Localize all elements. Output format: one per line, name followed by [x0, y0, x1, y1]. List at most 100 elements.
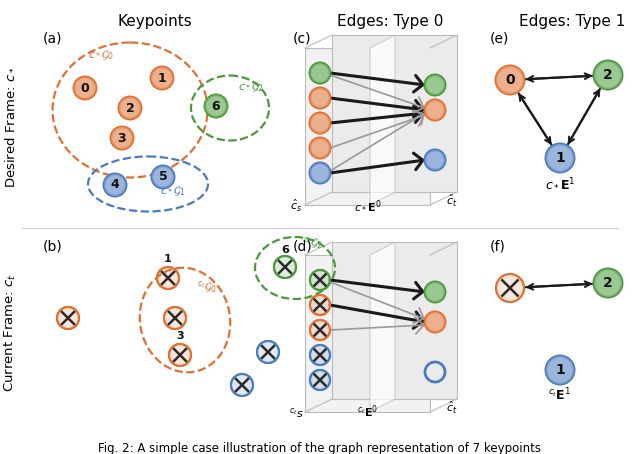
- Text: (d): (d): [293, 240, 313, 254]
- Circle shape: [274, 256, 296, 278]
- Text: $\hat{c}_s$: $\hat{c}_s$: [290, 197, 302, 214]
- Circle shape: [310, 163, 330, 183]
- Circle shape: [111, 127, 133, 149]
- Circle shape: [104, 174, 126, 196]
- Circle shape: [152, 166, 174, 188]
- Text: $\hat{c}_t$: $\hat{c}_t$: [446, 400, 458, 416]
- Circle shape: [310, 295, 330, 315]
- Circle shape: [310, 63, 330, 83]
- Circle shape: [310, 270, 330, 290]
- Circle shape: [310, 88, 330, 108]
- Circle shape: [74, 77, 96, 99]
- Circle shape: [310, 88, 330, 108]
- Circle shape: [231, 374, 253, 396]
- Text: 3: 3: [176, 331, 184, 341]
- Polygon shape: [370, 35, 395, 205]
- Circle shape: [310, 163, 330, 183]
- Text: 2: 2: [125, 102, 134, 114]
- Circle shape: [151, 67, 173, 89]
- Text: (c): (c): [293, 32, 312, 46]
- Circle shape: [151, 67, 173, 89]
- Text: Current Frame: $c_t$: Current Frame: $c_t$: [3, 274, 17, 392]
- Circle shape: [310, 138, 330, 158]
- Circle shape: [546, 144, 574, 172]
- Circle shape: [594, 61, 622, 89]
- Polygon shape: [305, 255, 430, 412]
- Text: $c_*\mathcal{G}_0$: $c_*\mathcal{G}_0$: [88, 48, 115, 62]
- Text: $^{c_t}\mathcal{G}_0$: $^{c_t}\mathcal{G}_0$: [197, 279, 217, 295]
- Circle shape: [425, 150, 445, 170]
- Text: (e): (e): [490, 32, 509, 46]
- Text: $^{c_t}\mathbf{E}^0$: $^{c_t}\mathbf{E}^0$: [358, 404, 378, 420]
- Circle shape: [205, 95, 227, 117]
- Circle shape: [310, 113, 330, 133]
- Text: 6: 6: [281, 245, 289, 255]
- Text: $c_*\mathcal{G}_1$: $c_*\mathcal{G}_1$: [160, 184, 186, 198]
- Circle shape: [594, 269, 622, 297]
- Circle shape: [425, 100, 445, 120]
- Text: 1: 1: [555, 151, 565, 165]
- Circle shape: [546, 356, 574, 384]
- Circle shape: [594, 61, 622, 89]
- Polygon shape: [332, 35, 457, 192]
- Text: (f): (f): [490, 240, 506, 254]
- Text: (a): (a): [43, 32, 63, 46]
- Circle shape: [310, 320, 330, 340]
- Circle shape: [425, 312, 445, 332]
- Circle shape: [152, 166, 174, 188]
- Circle shape: [310, 370, 330, 390]
- Circle shape: [74, 77, 96, 99]
- Text: 1: 1: [555, 363, 565, 377]
- Circle shape: [425, 100, 445, 120]
- Polygon shape: [370, 242, 395, 412]
- Polygon shape: [305, 48, 430, 205]
- Circle shape: [119, 97, 141, 119]
- Text: $^{c_t}\mathcal{G}_2$: $^{c_t}\mathcal{G}_2$: [303, 235, 323, 251]
- Circle shape: [425, 282, 445, 302]
- Text: Keypoints: Keypoints: [118, 14, 193, 29]
- Circle shape: [57, 307, 79, 329]
- Polygon shape: [332, 242, 457, 399]
- Circle shape: [496, 66, 524, 94]
- Text: 1: 1: [164, 254, 172, 264]
- Circle shape: [425, 75, 445, 95]
- Text: $c_*\mathcal{G}_2$: $c_*\mathcal{G}_2$: [238, 80, 264, 94]
- Text: 3: 3: [118, 132, 126, 144]
- Circle shape: [119, 97, 141, 119]
- Circle shape: [425, 150, 445, 170]
- Text: $^{c_t}\mathbf{E}^1$: $^{c_t}\mathbf{E}^1$: [548, 386, 572, 403]
- Text: 0: 0: [81, 82, 90, 94]
- Circle shape: [425, 75, 445, 95]
- Circle shape: [169, 344, 191, 366]
- Text: Edges: Type 1: Edges: Type 1: [519, 14, 625, 29]
- Circle shape: [257, 341, 279, 363]
- Circle shape: [104, 174, 126, 196]
- Circle shape: [425, 312, 445, 332]
- Text: $^{c_t}s$: $^{c_t}s$: [289, 406, 303, 420]
- Circle shape: [310, 345, 330, 365]
- Text: 0: 0: [505, 73, 515, 87]
- Circle shape: [310, 113, 330, 133]
- Text: Desired Frame: $c_*$: Desired Frame: $c_*$: [3, 66, 17, 188]
- Text: 2: 2: [603, 276, 613, 290]
- Text: Edges: Type 0: Edges: Type 0: [337, 14, 443, 29]
- Text: 4: 4: [111, 178, 120, 192]
- Circle shape: [205, 95, 227, 117]
- Text: 5: 5: [159, 171, 168, 183]
- Circle shape: [425, 282, 445, 302]
- Text: $c_*\mathbf{E}^1$: $c_*\mathbf{E}^1$: [545, 177, 575, 191]
- Text: $\hat{c}_t$: $\hat{c}_t$: [446, 192, 458, 209]
- Text: (b): (b): [43, 240, 63, 254]
- Circle shape: [164, 307, 186, 329]
- Text: Fig. 2: A simple case illustration of the graph representation of 7 keypoints: Fig. 2: A simple case illustration of th…: [99, 442, 541, 454]
- Circle shape: [310, 63, 330, 83]
- Circle shape: [496, 66, 524, 94]
- Text: 6: 6: [212, 99, 220, 113]
- Circle shape: [111, 127, 133, 149]
- Circle shape: [496, 274, 524, 302]
- Circle shape: [310, 138, 330, 158]
- Text: 1: 1: [157, 71, 166, 84]
- Circle shape: [157, 267, 179, 289]
- Circle shape: [546, 144, 574, 172]
- Circle shape: [594, 269, 622, 297]
